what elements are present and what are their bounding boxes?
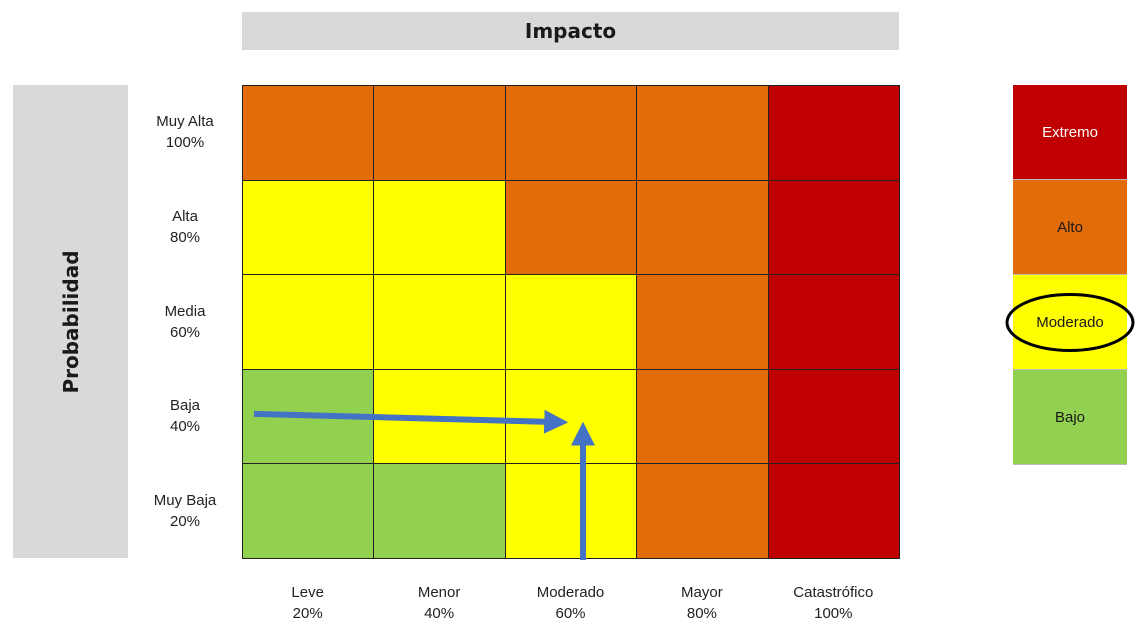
probability-tick-name: Muy Baja xyxy=(153,491,217,509)
risk-matrix-grid xyxy=(242,85,900,559)
impact-tick-name: Leve xyxy=(291,584,324,601)
legend-item: Bajo xyxy=(1013,370,1127,465)
matrix-cell xyxy=(373,85,506,181)
probability-tick-label: Media 60% xyxy=(140,301,230,343)
impact-tick-label: Moderado 60% xyxy=(506,582,636,624)
legend-item: Extremo xyxy=(1013,85,1127,180)
matrix-cell xyxy=(767,368,900,465)
probability-tick-label: Muy Baja 20% xyxy=(140,490,230,532)
impact-tick-label: Menor 40% xyxy=(374,582,504,624)
matrix-cell xyxy=(242,179,375,276)
matrix-cell xyxy=(504,179,638,276)
legend-item: Alto xyxy=(1013,180,1127,275)
impact-tick-label: Leve 20% xyxy=(243,582,373,624)
impact-tick-name: Moderado xyxy=(536,584,605,601)
matrix-cell xyxy=(373,463,506,559)
probability-tick-name: Media xyxy=(164,302,206,320)
impact-tick-pct: 60% xyxy=(555,605,586,622)
probability-tick-name: Baja xyxy=(169,397,201,415)
matrix-cell xyxy=(504,463,638,559)
matrix-cell xyxy=(636,274,769,370)
matrix-cell xyxy=(767,274,900,370)
impact-tick-name: Menor xyxy=(417,584,461,601)
impact-tick-label: Mayor 80% xyxy=(637,582,767,624)
matrix-cell xyxy=(373,179,506,276)
matrix-cell xyxy=(504,274,638,370)
impact-tick-name: Catastrófico xyxy=(793,584,874,601)
matrix-cell xyxy=(242,463,375,559)
probability-tick-label: Muy Alta 100% xyxy=(140,111,230,153)
probability-tick-pct: 40% xyxy=(169,418,201,436)
probability-tick-name: Muy Alta xyxy=(156,113,214,131)
matrix-cell xyxy=(504,85,638,181)
matrix-cell xyxy=(767,179,900,276)
impact-axis-title: Impacto xyxy=(242,12,899,50)
matrix-cell xyxy=(636,85,769,181)
matrix-cell xyxy=(636,463,769,559)
probability-tick-pct: 60% xyxy=(169,323,201,341)
matrix-cell xyxy=(636,368,769,465)
matrix-cell xyxy=(767,463,900,559)
impact-tick-pct: 100% xyxy=(814,605,853,622)
matrix-cell xyxy=(504,368,638,465)
probability-axis-title: Probabilidad xyxy=(13,85,128,558)
probability-tick-label: Baja 40% xyxy=(140,395,230,437)
matrix-cell xyxy=(373,274,506,370)
probability-tick-label: Alta 80% xyxy=(140,206,230,248)
impact-tick-label: Catastrófico 100% xyxy=(768,582,898,624)
matrix-cell xyxy=(767,85,900,181)
probability-tick-name: Alta xyxy=(172,207,198,225)
probability-tick-pct: 100% xyxy=(165,134,205,152)
probability-axis-label: Probabilidad xyxy=(58,249,83,394)
impact-tick-pct: 80% xyxy=(686,605,717,622)
probability-tick-pct: 80% xyxy=(169,228,201,246)
matrix-cell xyxy=(636,179,769,276)
impact-tick-name: Mayor xyxy=(681,584,723,601)
matrix-cell xyxy=(242,274,375,370)
impact-axis-label: Impacto xyxy=(524,19,617,43)
impact-tick-pct: 20% xyxy=(292,605,323,622)
risk-level-legend: Extremo Alto Moderado Bajo xyxy=(1013,85,1127,465)
matrix-cell xyxy=(242,368,375,465)
legend-item: Moderado xyxy=(1013,275,1127,370)
matrix-cell xyxy=(242,85,375,181)
impact-tick-pct: 40% xyxy=(424,605,455,622)
probability-tick-pct: 20% xyxy=(169,512,201,530)
matrix-cell xyxy=(373,368,506,465)
